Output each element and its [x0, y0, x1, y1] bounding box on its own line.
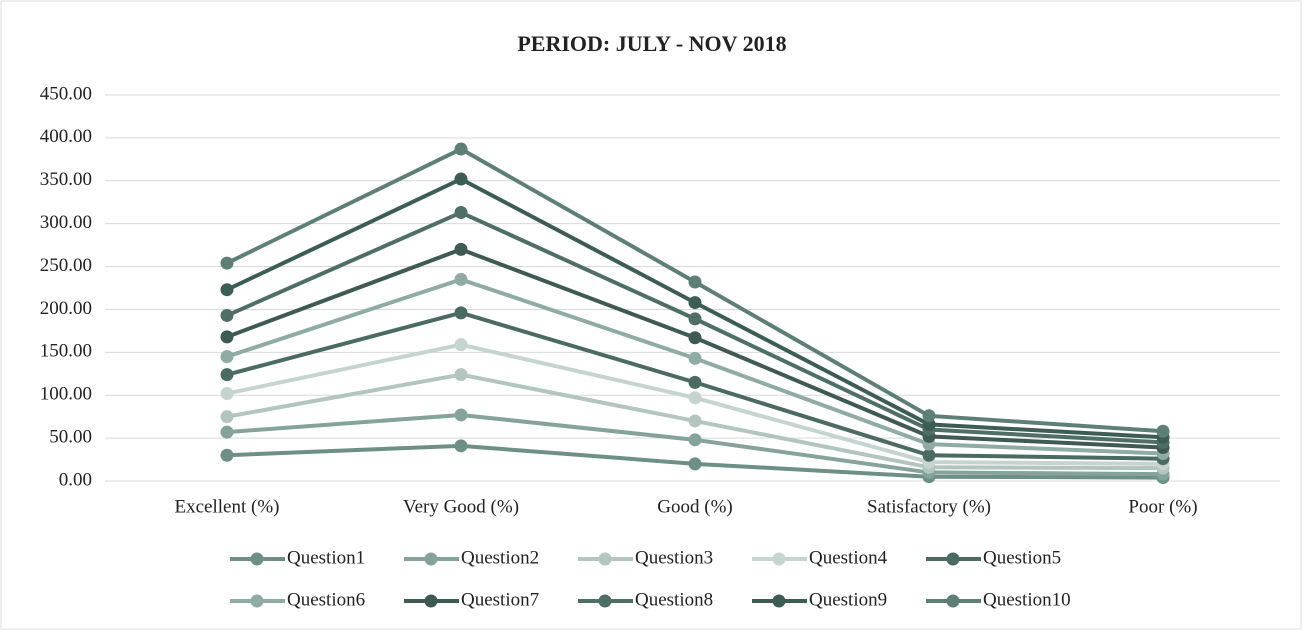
series-marker: [454, 306, 468, 320]
series-marker: [220, 425, 234, 439]
x-tick-label: Excellent (%): [175, 496, 280, 517]
legend-marker: [598, 594, 612, 608]
legend-label: Question2: [461, 547, 539, 568]
y-tick-label: 50.00: [49, 426, 92, 447]
series-marker: [1156, 424, 1170, 438]
y-tick-label: 400.00: [40, 126, 92, 147]
y-tick-label: 350.00: [40, 169, 92, 190]
series-marker: [688, 312, 702, 326]
y-tick-label: 200.00: [40, 298, 92, 319]
series-marker: [454, 172, 468, 186]
legend-marker: [946, 552, 960, 566]
series-marker: [220, 283, 234, 297]
series-marker: [220, 350, 234, 364]
y-tick-label: 100.00: [40, 384, 92, 405]
series-marker: [688, 414, 702, 428]
series-marker: [220, 387, 234, 401]
legend-label: Question3: [635, 547, 713, 568]
series-marker: [922, 409, 936, 423]
series-marker: [220, 308, 234, 322]
x-tick-label: Good (%): [657, 496, 732, 517]
legend-label: Question4: [809, 547, 888, 568]
series-marker: [688, 433, 702, 447]
series-marker: [454, 142, 468, 156]
series-marker: [454, 338, 468, 352]
legend-label: Question8: [635, 589, 713, 610]
series-marker: [220, 448, 234, 462]
x-tick-label: Poor (%): [1128, 496, 1197, 517]
series-marker: [454, 206, 468, 220]
x-tick-label: Very Good (%): [403, 496, 519, 517]
legend-marker: [250, 552, 264, 566]
series-marker: [220, 330, 234, 344]
y-tick-label: 250.00: [40, 255, 92, 276]
y-tick-label: 300.00: [40, 212, 92, 233]
series-marker: [688, 275, 702, 289]
series-marker: [688, 391, 702, 405]
series-marker: [454, 439, 468, 453]
series-marker: [220, 368, 234, 382]
y-tick-label: 150.00: [40, 341, 92, 362]
x-tick-label: Satisfactory (%): [867, 496, 991, 517]
series-marker: [220, 256, 234, 270]
legend-marker: [598, 552, 612, 566]
legend-label: Question1: [287, 547, 365, 568]
legend-marker: [250, 594, 264, 608]
y-tick-label: 450.00: [40, 83, 92, 104]
legend-marker: [946, 594, 960, 608]
series-marker: [688, 457, 702, 471]
series-marker: [688, 296, 702, 310]
series-marker: [454, 368, 468, 382]
series-marker: [688, 331, 702, 345]
series-marker: [688, 375, 702, 389]
series-marker: [454, 408, 468, 422]
legend-marker: [772, 552, 786, 566]
legend-marker: [772, 594, 786, 608]
legend-marker: [424, 552, 438, 566]
legend-label: Question5: [983, 547, 1061, 568]
series-marker: [220, 410, 234, 424]
legend-label: Question6: [287, 589, 365, 610]
series-marker: [922, 448, 936, 462]
legend-label: Question7: [461, 589, 539, 610]
legend-label: Question10: [983, 589, 1071, 610]
legend-label: Question9: [809, 589, 887, 610]
legend-marker: [424, 594, 438, 608]
series-marker: [454, 242, 468, 256]
series-marker: [454, 272, 468, 286]
chart-title: PERIOD: JULY - NOV 2018: [517, 31, 786, 56]
y-tick-label: 0.00: [59, 469, 92, 490]
series-marker: [688, 351, 702, 365]
